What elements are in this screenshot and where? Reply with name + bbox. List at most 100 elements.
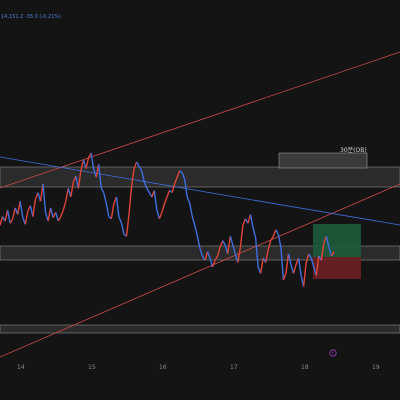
- price-segment: [320, 242, 325, 261]
- price-segment: [166, 190, 171, 198]
- price-segment: [12, 207, 16, 219]
- price-segment: [62, 201, 67, 211]
- price-segment: [272, 229, 277, 237]
- price-segment: [237, 247, 242, 263]
- price-segment: [302, 262, 307, 287]
- price-segment: [265, 249, 269, 263]
- price-segment: [49, 207, 54, 218]
- price-segment: [186, 196, 191, 204]
- price-segment: [297, 258, 302, 276]
- price-segment: [285, 253, 290, 274]
- zone-bottom: [0, 324, 400, 334]
- price-segment: [105, 203, 110, 217]
- svg-text:f: f: [332, 351, 334, 356]
- price-segment: [55, 212, 59, 222]
- price-segment: [125, 214, 130, 237]
- price-segment: [267, 240, 272, 250]
- price-segment: [211, 260, 216, 268]
- price-segment: [146, 187, 150, 193]
- price-segment: [242, 218, 247, 226]
- price-segment: [4, 209, 9, 222]
- price-segment: [292, 264, 297, 274]
- x-tick-label: 14: [17, 364, 25, 371]
- price-segment: [153, 190, 158, 211]
- price-segment: [270, 235, 274, 242]
- price-segment: [328, 247, 333, 257]
- price-segment: [85, 157, 90, 169]
- price-segment: [82, 159, 87, 169]
- price-segment: [60, 209, 64, 217]
- stop-box[interactable]: [313, 257, 361, 279]
- price-segment: [206, 251, 211, 259]
- price-segment: [204, 251, 209, 261]
- price-segment: [287, 253, 292, 265]
- price-segment: [130, 168, 135, 187]
- ob-zone: [278, 152, 368, 169]
- price-segment: [141, 170, 145, 182]
- price-segment: [282, 273, 287, 281]
- price-segment: [227, 236, 231, 254]
- ohlc-readout: 14,151.2 -35.0 (-0.21%): [1, 14, 61, 20]
- price-segment: [308, 253, 312, 259]
- price-segment: [315, 255, 320, 276]
- price-segment: [19, 201, 24, 218]
- trend-line-down: [0, 156, 400, 226]
- price-segment: [199, 248, 204, 257]
- price-segment: [189, 203, 193, 217]
- price-segment: [275, 229, 279, 235]
- x-tick-label: 19: [372, 364, 380, 371]
- price-segment: [222, 240, 226, 246]
- price-segment: [128, 185, 133, 215]
- price-segment: [110, 203, 115, 219]
- price-segment: [196, 236, 201, 249]
- price-segment: [80, 159, 85, 170]
- price-segment: [0, 216, 4, 226]
- price-segment: [310, 257, 315, 268]
- price-segment: [24, 211, 29, 225]
- price-segment: [191, 216, 196, 226]
- price-segment: [280, 247, 285, 281]
- price-segment: [184, 179, 188, 198]
- x-tick-label: 17: [230, 364, 238, 371]
- price-segment: [194, 225, 199, 237]
- price-segment: [305, 253, 310, 263]
- price-segment: [158, 212, 163, 220]
- price-segment: [70, 181, 75, 198]
- price-segment: [47, 207, 52, 222]
- price-segment: [133, 161, 138, 169]
- price-segment: [209, 257, 214, 268]
- support-line-long: [0, 51, 400, 189]
- price-segment: [57, 216, 62, 222]
- price-segment: [77, 169, 82, 189]
- target-box[interactable]: [313, 224, 361, 257]
- price-segment: [6, 209, 11, 224]
- price-segment: [239, 225, 244, 248]
- price-segment: [232, 244, 236, 254]
- price-segment: [290, 264, 295, 274]
- price-segment: [325, 236, 330, 248]
- price-segment: [138, 166, 143, 172]
- price-segment: [249, 214, 254, 228]
- price-segment: [118, 216, 123, 224]
- price-segment: [229, 236, 234, 246]
- alert-icon[interactable]: f: [329, 349, 337, 357]
- price-segment: [9, 218, 14, 224]
- price-segment: [103, 192, 107, 204]
- price-segment: [98, 164, 102, 189]
- price-segment: [330, 251, 335, 257]
- price-segment: [65, 188, 69, 202]
- price-segment: [161, 203, 166, 213]
- price-segment: [156, 209, 161, 219]
- price-series: [0, 152, 335, 287]
- price-segment: [176, 170, 181, 178]
- price-segment: [90, 153, 95, 169]
- price-segment: [252, 227, 257, 238]
- price-segment: [277, 233, 282, 248]
- price-segment: [115, 196, 120, 217]
- x-tick-label: 18: [301, 364, 309, 371]
- price-segment: [259, 257, 264, 274]
- price-segment: [100, 187, 105, 193]
- price-segment: [216, 247, 221, 257]
